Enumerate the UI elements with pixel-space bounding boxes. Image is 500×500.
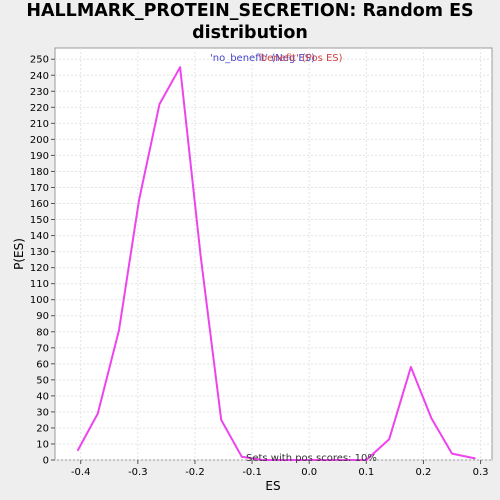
data-point (282, 459, 284, 461)
data-point (410, 366, 412, 368)
data-point (365, 459, 368, 461)
data-point (241, 456, 243, 458)
y-tick-label: 250 (30, 55, 49, 66)
x-tick-label: -0.2 (185, 467, 205, 478)
y-tick-label: 230 (30, 87, 49, 98)
y-tick-label: 200 (30, 135, 49, 146)
y-tick-label: 80 (36, 327, 49, 338)
data-point (261, 459, 264, 461)
y-tick-label: 40 (36, 391, 49, 402)
y-tick-label: 240 (30, 71, 49, 82)
x-tick-label: -0.4 (71, 467, 91, 478)
legend-entry-pos: 'benefit' (Pos ES) (258, 53, 343, 64)
x-tick-label: 0.3 (473, 467, 489, 478)
x-tick-label: -0.3 (128, 467, 148, 478)
y-tick-label: 30 (36, 407, 49, 418)
grid-lines (55, 48, 492, 461)
data-point (179, 66, 181, 68)
y-tick-label: 190 (30, 151, 49, 162)
data-point (158, 103, 161, 105)
series-line (76, 66, 476, 461)
y-tick-label: 100 (30, 295, 49, 306)
data-point (199, 255, 202, 258)
x-axis-title: ES (265, 479, 280, 493)
data-point (220, 419, 222, 421)
y-tick-label: 120 (30, 263, 49, 274)
legend: 'no_benefit' (Neg ES) 'benefit' (Pos ES) (210, 53, 343, 64)
y-tick-label: 60 (36, 359, 49, 370)
annotation-pos-scores: Sets with pos scores: 10% (246, 453, 377, 464)
y-tick-label: 70 (36, 343, 49, 354)
y-tick-label: 110 (30, 279, 49, 290)
series-layer (76, 66, 476, 461)
data-point (138, 199, 140, 202)
x-tick-label: -0.1 (242, 467, 262, 478)
data-point (451, 452, 453, 455)
data-point (302, 459, 305, 461)
chart-title-line-2: distribution (192, 23, 308, 43)
y-tick-label: 210 (30, 119, 49, 130)
chart-title-line-1: HALLMARK_PROTEIN_SECRETION: Random ES (26, 1, 474, 21)
plot-area (54, 47, 493, 461)
y-tick-label: 140 (30, 231, 49, 242)
y-axis-title: P(ES) (12, 238, 26, 270)
axes: 0 10 20 30 40 50 60 70 80 90 100 110 120 130 140 150 160… (30, 55, 489, 478)
data-point (323, 459, 325, 461)
x-tick-label: 0.2 (415, 467, 431, 478)
y-tick-label: 150 (30, 215, 49, 226)
data-point (118, 329, 120, 331)
data-point (474, 457, 476, 460)
y-tick-label: 50 (36, 375, 49, 386)
legend-entry-neg: 'no_benefit' (Neg ES) (210, 53, 315, 64)
x-tick-label: 0.0 (301, 467, 317, 478)
y-tick-label: 20 (36, 423, 49, 434)
y-tick-label: 220 (30, 103, 49, 114)
y-tick-label: 170 (30, 183, 49, 194)
y-tick-label: 180 (30, 167, 49, 178)
y-tick-label: 160 (30, 199, 49, 210)
data-point (388, 438, 391, 441)
data-point (344, 459, 347, 461)
chart-title: HALLMARK_PROTEIN_SECRETION: Random ES di… (0, 0, 500, 44)
y-tick-label: 130 (30, 247, 49, 258)
y-tick-label: 90 (36, 311, 49, 322)
data-point (77, 449, 79, 452)
y-tick-label: 0 (43, 456, 49, 467)
data-point (430, 417, 433, 420)
y-tick-label: 10 (36, 439, 49, 450)
data-point (97, 412, 99, 415)
x-tick-label: 0.1 (358, 467, 374, 478)
